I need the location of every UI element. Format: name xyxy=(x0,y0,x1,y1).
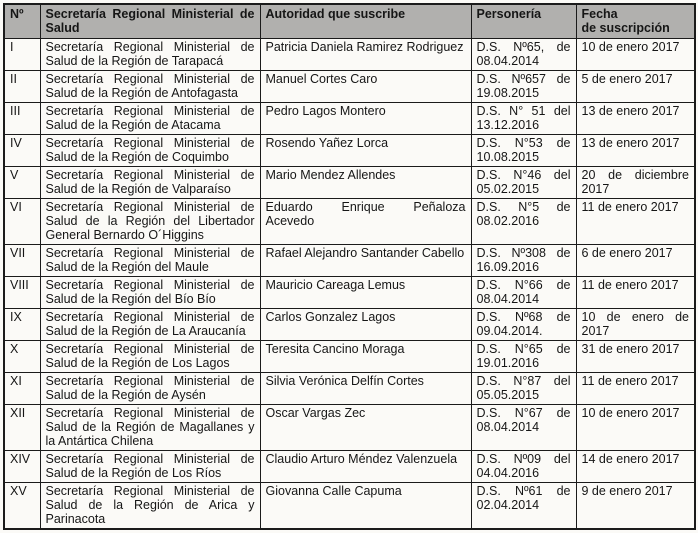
cell-personeria: D.S. Nº68 de 09.04.2014. xyxy=(470,308,577,341)
cell-fecha: 13 de enero 2017 xyxy=(575,134,696,167)
cell-autoridad: Claudio Arturo Méndez Valenzuela xyxy=(259,450,472,483)
cell-fecha: 14 de enero 2017 xyxy=(575,450,696,483)
cell-secretaria: Secretaría Regional Ministerial de Salud… xyxy=(39,276,261,309)
cell-personeria: D.S. Nº61 de 02.04.2014 xyxy=(470,482,577,530)
cell-fecha: 11 de enero 2017 xyxy=(575,276,696,309)
table-row: VIII Secretaría Regional Ministerial de … xyxy=(3,276,696,309)
cell-secretaria: Secretaría Regional Ministerial de Salud… xyxy=(39,450,261,483)
cell-secretaria: Secretaría Regional Ministerial de Salud… xyxy=(39,404,261,451)
table-row: VI Secretaría Regional Ministerial de Sa… xyxy=(3,198,696,245)
cell-personeria: D.S. N°53 de 10.08.2015 xyxy=(470,134,577,167)
cell-numero: III xyxy=(3,102,41,135)
cell-personeria: D.S. Nº09 del 04.04.2016 xyxy=(470,450,577,483)
cell-secretaria: Secretaría Regional Ministerial de Salud… xyxy=(39,372,261,405)
table-row: III Secretaría Regional Ministerial de S… xyxy=(3,102,696,135)
cell-fecha: 10 de enero de 2017 xyxy=(575,308,696,341)
cell-personeria: D.S. N°5 de 08.02.2016 xyxy=(470,198,577,245)
cell-personeria: D.S. Nº65, de 08.04.2014 xyxy=(470,38,577,71)
cell-numero: VII xyxy=(3,244,41,277)
cell-secretaria: Secretaría Regional Ministerial de Salud… xyxy=(39,166,261,199)
cell-fecha: 10 de enero 2017 xyxy=(575,38,696,71)
cell-fecha: 13 de enero 2017 xyxy=(575,102,696,135)
cell-autoridad: Mauricio Careaga Lemus xyxy=(259,276,472,309)
seremi-agreements-table: Nº Secretaría Regional Ministerial de Sa… xyxy=(3,3,696,530)
column-header-numero: Nº xyxy=(3,3,41,39)
cell-numero: IX xyxy=(3,308,41,341)
cell-personeria: D.S. N°65 de 19.01.2016 xyxy=(470,340,577,373)
table-row: X Secretaría Regional Ministerial de Sal… xyxy=(3,340,696,373)
cell-autoridad: Teresita Cancino Moraga xyxy=(259,340,472,373)
cell-fecha: 11 de enero 2017 xyxy=(575,372,696,405)
cell-numero: XV xyxy=(3,482,41,530)
cell-numero: XII xyxy=(3,404,41,451)
cell-secretaria: Secretaría Regional Ministerial de Salud… xyxy=(39,70,261,103)
cell-numero: IV xyxy=(3,134,41,167)
cell-fecha: 31 de enero 2017 xyxy=(575,340,696,373)
cell-personeria: D.S. Nº308 de 16.09.2016 xyxy=(470,244,577,277)
column-header-secretaria: Secretaría Regional Ministerial de Salud xyxy=(39,3,261,39)
cell-personeria: D.S. Nº657 de 19.08.2015 xyxy=(470,70,577,103)
cell-autoridad: Silvia Verónica Delfín Cortes xyxy=(259,372,472,405)
table-row: I Secretaría Regional Ministerial de Sal… xyxy=(3,38,696,71)
table-row: XIV Secretaría Regional Ministerial de S… xyxy=(3,450,696,483)
column-header-autoridad: Autoridad que suscribe xyxy=(259,3,472,39)
cell-personeria: D.S. N°67 de 08.04.2014 xyxy=(470,404,577,451)
cell-fecha: 9 de enero 2017 xyxy=(575,482,696,530)
cell-numero: II xyxy=(3,70,41,103)
cell-secretaria: Secretaría Regional Ministerial de Salud… xyxy=(39,134,261,167)
cell-autoridad: Manuel Cortes Caro xyxy=(259,70,472,103)
cell-fecha: 20 de diciembre 2017 xyxy=(575,166,696,199)
cell-autoridad: Eduardo Enrique Peñaloza Acevedo xyxy=(259,198,472,245)
cell-autoridad: Patricia Daniela Ramirez Rodriguez xyxy=(259,38,472,71)
cell-secretaria: Secretaría Regional Ministerial de Salud… xyxy=(39,482,261,530)
table-header-row: Nº Secretaría Regional Ministerial de Sa… xyxy=(3,3,696,39)
cell-numero: XI xyxy=(3,372,41,405)
cell-personeria: D.S. N°46 del 05.02.2015 xyxy=(470,166,577,199)
cell-autoridad: Giovanna Calle Capuma xyxy=(259,482,472,530)
cell-secretaria: Secretaría Regional Ministerial de Salud… xyxy=(39,102,261,135)
cell-secretaria: Secretaría Regional Ministerial de Salud… xyxy=(39,308,261,341)
cell-fecha: 5 de enero 2017 xyxy=(575,70,696,103)
cell-personeria: D.S. N°87 del 05.05.2015 xyxy=(470,372,577,405)
table-row: XI Secretaría Regional Ministerial de Sa… xyxy=(3,372,696,405)
cell-fecha: 6 de enero 2017 xyxy=(575,244,696,277)
cell-autoridad: Rafael Alejandro Santander Cabello xyxy=(259,244,472,277)
cell-numero: X xyxy=(3,340,41,373)
column-header-fecha: Fecha de suscripción xyxy=(575,3,696,39)
cell-autoridad: Rosendo Yañez Lorca xyxy=(259,134,472,167)
table-row: IX Secretaría Regional Ministerial de Sa… xyxy=(3,308,696,341)
cell-numero: VIII xyxy=(3,276,41,309)
table-row: V Secretaría Regional Ministerial de Sal… xyxy=(3,166,696,199)
table-row: II Secretaría Regional Ministerial de Sa… xyxy=(3,70,696,103)
cell-fecha: 10 de enero 2017 xyxy=(575,404,696,451)
cell-secretaria: Secretaría Regional Ministerial de Salud… xyxy=(39,244,261,277)
cell-numero: VI xyxy=(3,198,41,245)
cell-autoridad: Pedro Lagos Montero xyxy=(259,102,472,135)
cell-personeria: D.S. N°66 de 08.04.2014 xyxy=(470,276,577,309)
cell-numero: I xyxy=(3,38,41,71)
cell-numero: XIV xyxy=(3,450,41,483)
cell-autoridad: Carlos Gonzalez Lagos xyxy=(259,308,472,341)
table-row: XV Secretaría Regional Ministerial de Sa… xyxy=(3,482,696,530)
cell-autoridad: Oscar Vargas Zec xyxy=(259,404,472,451)
table-row: VII Secretaría Regional Ministerial de S… xyxy=(3,244,696,277)
cell-fecha: 11 de enero 2017 xyxy=(575,198,696,245)
cell-secretaria: Secretaría Regional Ministerial de Salud… xyxy=(39,198,261,245)
cell-numero: V xyxy=(3,166,41,199)
table-row: IV Secretaría Regional Ministerial de Sa… xyxy=(3,134,696,167)
column-header-personeria: Personería xyxy=(470,3,577,39)
table-row: XII Secretaría Regional Ministerial de S… xyxy=(3,404,696,451)
cell-autoridad: Mario Mendez Allendes xyxy=(259,166,472,199)
cell-secretaria: Secretaría Regional Ministerial de Salud… xyxy=(39,38,261,71)
cell-secretaria: Secretaría Regional Ministerial de Salud… xyxy=(39,340,261,373)
cell-personeria: D.S. N° 51 del 13.12.2016 xyxy=(470,102,577,135)
